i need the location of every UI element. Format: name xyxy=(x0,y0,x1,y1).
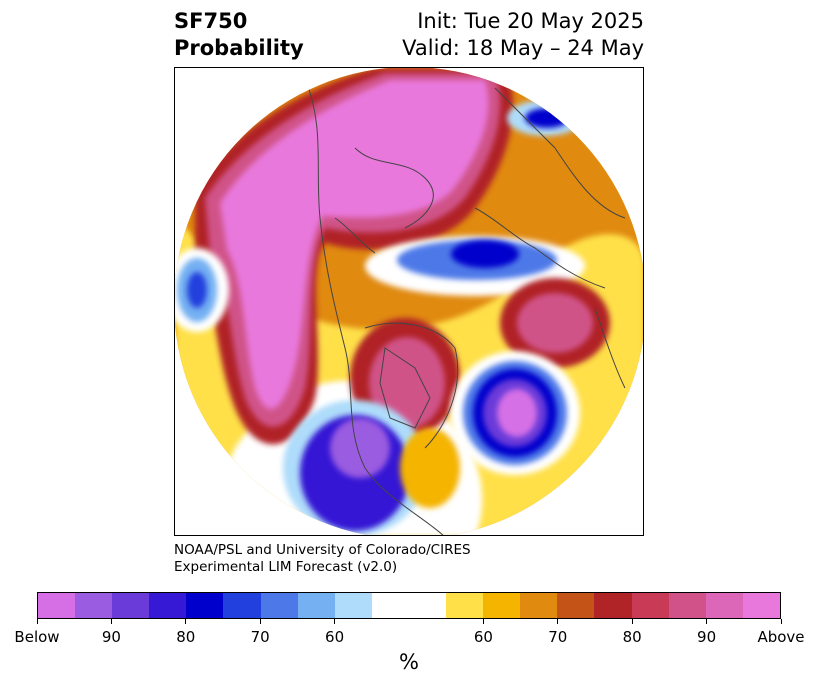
credit-block: NOAA/PSL and University of Colorado/CIRE… xyxy=(174,542,471,576)
map-panel xyxy=(174,67,644,536)
colorbar-tick-label: 70 xyxy=(548,628,568,646)
colorbar-segment xyxy=(75,593,113,618)
colorbar-segment xyxy=(557,593,595,618)
colorbar-tick-label: 80 xyxy=(622,628,642,646)
below-region-center-core xyxy=(497,389,537,437)
colorbar-segment xyxy=(742,593,780,618)
colorbar-segment xyxy=(520,593,558,618)
colorbar-tick xyxy=(259,619,261,624)
credit-line-2: Experimental LIM Forecast (v2.0) xyxy=(174,559,398,575)
colorbar-unit: % xyxy=(399,650,419,674)
colorbar-segment xyxy=(371,593,409,618)
colorbar-segment xyxy=(149,593,187,618)
below-region-sw-core xyxy=(330,418,390,478)
colorbar-tick xyxy=(334,619,336,624)
colorbar-tick-label: 90 xyxy=(697,628,717,646)
below-region-arctic-core xyxy=(451,240,519,268)
map-title-block: SF750 Probability xyxy=(174,8,304,62)
colorbar-segment xyxy=(334,593,372,618)
forecast-map xyxy=(175,68,643,535)
colorbar-tick xyxy=(110,619,112,624)
below-region-west-core xyxy=(187,272,207,308)
init-date: Init: Tue 20 May 2025 xyxy=(417,9,644,33)
colorbar-tick xyxy=(482,619,484,624)
colorbar-segment xyxy=(594,593,632,618)
above-region-magenta xyxy=(220,80,489,409)
colorbar-tick xyxy=(706,619,708,624)
colorbar-segment xyxy=(297,593,335,618)
colorbar-segment xyxy=(260,593,298,618)
colorbar-tick-label: Below xyxy=(14,628,60,646)
colorbar-segment xyxy=(223,593,261,618)
colorbar-segment xyxy=(668,593,706,618)
colorbar-tick-label: 60 xyxy=(473,628,493,646)
colorbar-segment xyxy=(408,593,447,618)
date-block: Init: Tue 20 May 2025 Valid: 18 May – 24… xyxy=(402,8,644,62)
colorbar-tick xyxy=(36,619,38,624)
colorbar-segment xyxy=(446,593,484,618)
colorbar-tick xyxy=(557,619,559,624)
above-region-south xyxy=(400,428,460,508)
colorbar-segment xyxy=(631,593,669,618)
colorbar-segment xyxy=(483,593,521,618)
credit-line-1: NOAA/PSL and University of Colorado/CIRE… xyxy=(174,542,471,558)
colorbar-tick-label: Above xyxy=(757,628,805,646)
variable-title: SF750 xyxy=(174,9,248,33)
colorbar-tick-label: 60 xyxy=(325,628,345,646)
above-region-ea-core xyxy=(517,293,593,353)
colorbar-tick xyxy=(185,619,187,624)
valid-range: Valid: 18 May – 24 May xyxy=(402,36,644,60)
colorbar-tick-label: 90 xyxy=(101,628,121,646)
colorbar-segment xyxy=(38,593,76,618)
colorbar-tick xyxy=(631,619,633,624)
colorbar-tick-label: 80 xyxy=(176,628,196,646)
colorbar-tick-label: 70 xyxy=(250,628,270,646)
colorbar-tick xyxy=(780,619,782,624)
colorbar-segment xyxy=(112,593,150,618)
variable-subtitle: Probability xyxy=(174,36,304,60)
colorbar xyxy=(37,592,781,619)
colorbar-segment xyxy=(705,593,743,618)
colorbar-segment xyxy=(186,593,224,618)
